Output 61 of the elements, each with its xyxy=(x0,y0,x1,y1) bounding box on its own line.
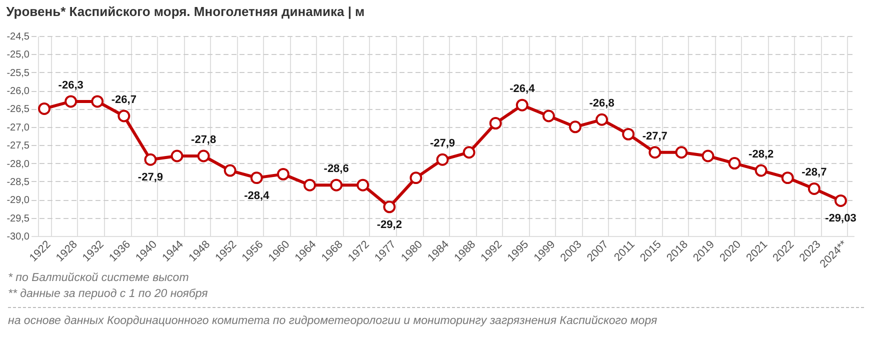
point xyxy=(436,153,449,166)
y-tick-label: -24,5 xyxy=(6,32,30,42)
point xyxy=(304,178,316,192)
point xyxy=(383,200,396,214)
y-tick-label: -26,5 xyxy=(6,104,30,116)
point xyxy=(64,95,78,108)
y-tick-label: -26,0 xyxy=(6,86,30,98)
y-tick-label: -30,0 xyxy=(6,232,30,242)
point xyxy=(250,172,263,184)
point xyxy=(91,95,104,108)
text: на основе данных Координационного комитета по гидрометеорологии и мониторингу загрязнения Каспийского моря xyxy=(8,307,864,329)
point xyxy=(170,150,184,162)
point xyxy=(462,146,476,159)
text: * по Балтийской системе высот xyxy=(8,271,190,286)
y-tick-label: -25,0 xyxy=(6,50,30,61)
point xyxy=(596,113,608,126)
data-label: -27,9 xyxy=(430,138,456,150)
point xyxy=(808,182,820,195)
data-label: -26,8 xyxy=(589,98,614,110)
y-tick-label: -29,5 xyxy=(6,213,30,224)
data-label: -28,6 xyxy=(324,163,349,176)
point xyxy=(728,157,741,170)
point xyxy=(675,146,688,159)
point xyxy=(781,172,794,184)
point xyxy=(516,98,528,112)
data-label: -28,7 xyxy=(802,166,827,179)
data-label: -27,7 xyxy=(642,130,668,142)
data-label: -27,8 xyxy=(191,134,216,146)
data-label: -28,4 xyxy=(244,190,270,202)
point xyxy=(197,150,210,162)
data-label: -28,2 xyxy=(748,148,774,161)
y-tick-label: -27,5 xyxy=(6,140,30,152)
data-label: -26,4 xyxy=(510,83,536,96)
point xyxy=(38,102,51,115)
y-tick-label: -28,5 xyxy=(6,176,30,188)
point xyxy=(648,146,662,159)
point xyxy=(410,172,422,184)
point xyxy=(542,110,555,122)
text: ** данные за период с 1 по 20 ноября xyxy=(8,287,209,302)
data-label: -26,3 xyxy=(58,79,84,92)
point xyxy=(702,150,714,162)
y-tick-label: -28,0 xyxy=(6,158,30,170)
chart-title: Уровень* Каспийского моря. Многолетняя динамика | м xyxy=(6,4,365,19)
point xyxy=(569,120,582,134)
point xyxy=(144,153,157,166)
point xyxy=(754,164,768,177)
point xyxy=(834,194,847,207)
y-tick-label: -27,0 xyxy=(6,122,30,134)
point xyxy=(622,128,635,140)
data-label: -27,9 xyxy=(138,172,164,184)
point xyxy=(356,178,370,192)
y-tick-label: -25,5 xyxy=(6,68,30,79)
data-label: -29,2 xyxy=(376,218,402,231)
point xyxy=(330,178,343,192)
point xyxy=(276,168,290,180)
point xyxy=(489,117,502,130)
point xyxy=(224,164,236,177)
y-tick-label: -29,0 xyxy=(6,195,30,206)
data-label: -29,03 xyxy=(825,212,856,225)
point xyxy=(118,110,130,122)
data-label: -26,7 xyxy=(111,94,136,106)
